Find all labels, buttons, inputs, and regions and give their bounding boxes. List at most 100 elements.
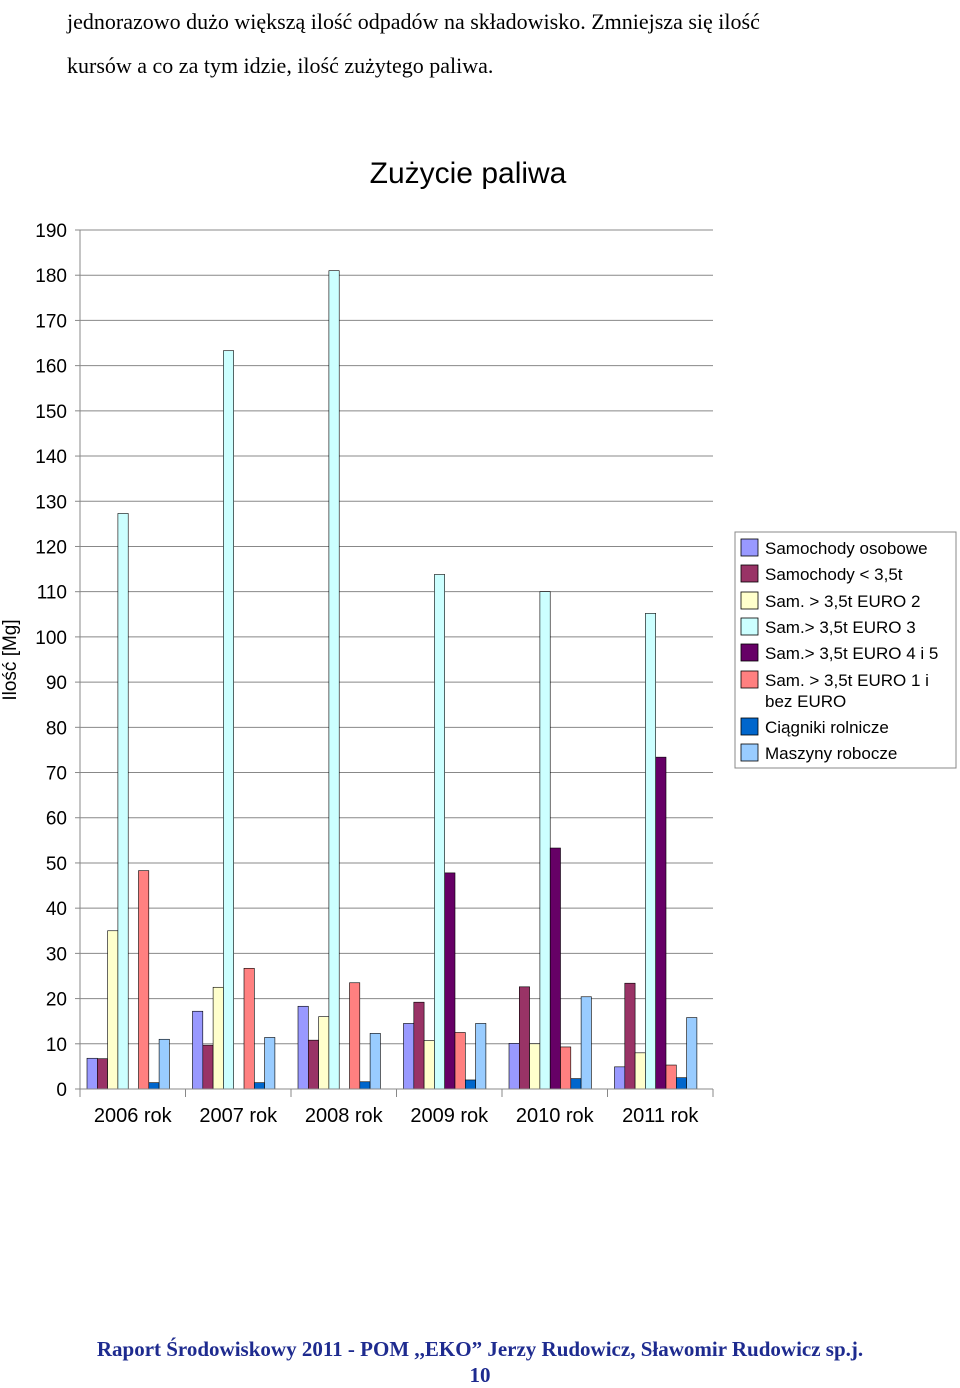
legend-swatch <box>740 564 759 583</box>
bar <box>192 1010 204 1090</box>
bar <box>97 1058 108 1090</box>
legend-swatch <box>740 717 759 736</box>
chart-title: Zużycie paliwa <box>370 157 567 190</box>
legend-swatch <box>740 643 759 662</box>
legend-label-continued: bez EURO <box>765 692 846 711</box>
bar <box>580 996 592 1090</box>
y-tick-label: 20 <box>46 990 67 1011</box>
bar <box>297 1005 309 1090</box>
y-tick-label: 150 <box>35 402 67 423</box>
y-tick-label: 0 <box>56 1080 67 1101</box>
y-tick-label: 40 <box>46 899 67 920</box>
legend-label: Maszyny robocze <box>765 744 897 763</box>
bar <box>634 1052 646 1090</box>
bar <box>413 1001 425 1090</box>
bar <box>539 591 551 1090</box>
y-tick-label: 90 <box>46 673 67 694</box>
legend-swatch <box>740 617 759 636</box>
legend-box <box>734 531 957 769</box>
bar <box>614 1066 626 1090</box>
legend-label: Sam.> 3,5t EURO 3 <box>765 618 916 637</box>
bar <box>369 1033 381 1090</box>
legend-label: Sam. > 3,5t EURO 2 <box>765 592 920 611</box>
bar <box>675 1077 687 1090</box>
bar <box>454 1032 466 1090</box>
y-tick-label: 160 <box>35 357 67 378</box>
footer-text: Raport Środowiskowy 2011 - POM ,,EKO” Je… <box>96 1337 864 1361</box>
bar <box>264 1037 276 1090</box>
bar <box>318 1016 330 1090</box>
bar <box>148 1082 160 1090</box>
intro-line-1: jednorazowo dużo większą ilość odpadów n… <box>67 9 760 34</box>
page-number: 10 <box>469 1363 491 1387</box>
y-tick-label: 110 <box>37 583 67 604</box>
bar <box>223 350 234 1090</box>
bar <box>212 986 224 1090</box>
y-tick-label: 60 <box>46 809 67 830</box>
bar <box>434 574 445 1090</box>
y-tick-label: 140 <box>35 447 67 468</box>
y-tick-label: 170 <box>35 311 67 332</box>
bar <box>423 1040 435 1090</box>
x-tick-label: 2010 rok <box>516 1105 595 1127</box>
bar <box>307 1039 319 1090</box>
bar <box>624 982 636 1090</box>
bar <box>158 1038 170 1090</box>
bar <box>243 967 255 1090</box>
bar <box>107 930 119 1090</box>
y-tick-label: 180 <box>35 266 67 287</box>
x-tick-label: 2011 rok <box>622 1105 699 1127</box>
y-tick-label: 80 <box>46 718 67 739</box>
bar <box>349 982 361 1090</box>
legend-swatch <box>740 591 759 610</box>
bar <box>444 872 456 1090</box>
bar <box>570 1078 582 1090</box>
chart-axes <box>75 229 714 1097</box>
y-axis-label: Ilość [Mg] <box>0 619 21 700</box>
chart-legend: Samochody osobowe Samochody < 3,5t Sam. > … <box>734 531 957 769</box>
x-tick-label: 2006 rok <box>94 1105 173 1127</box>
intro-text: jednorazowo dużo większą ilość odpadów n… <box>67 0 947 88</box>
x-tick-label: 2008 rok <box>305 1105 384 1127</box>
page-footer: Raport Środowiskowy 2011 - POM ,,EKO” Je… <box>0 1336 960 1388</box>
bar <box>665 1064 677 1090</box>
legend-label: Sam.> 3,5t EURO 4 i 5 <box>765 644 938 663</box>
legend-swatch <box>740 670 759 689</box>
y-tick-label: 70 <box>46 764 67 785</box>
legend-label: Ciągniki rolnicze <box>765 718 889 737</box>
bar <box>560 1046 572 1090</box>
y-tick-label: 190 <box>35 221 67 242</box>
legend-label: Samochody < 3,5t <box>765 565 903 584</box>
legend-swatch <box>740 743 759 762</box>
bar <box>645 613 657 1090</box>
bar <box>359 1081 371 1090</box>
bar <box>464 1079 476 1090</box>
bar <box>549 847 561 1090</box>
intro-line-2: kursów a co za tym idzie, ilość zużytego… <box>67 53 494 78</box>
bar <box>655 756 667 1090</box>
chart-gridlines <box>80 229 713 1045</box>
chart-labels: 0 10 20 30 40 50 60 70 80 90 100 110 120 130 140 150 160… <box>0 157 699 1127</box>
y-tick-label: 10 <box>46 1035 67 1056</box>
bar <box>508 1043 520 1090</box>
bar <box>117 513 129 1090</box>
y-tick-label: 50 <box>46 854 67 875</box>
bar <box>529 1043 541 1090</box>
bar <box>138 870 150 1090</box>
y-tick-label: 120 <box>35 537 67 558</box>
x-tick-label: 2009 rok <box>410 1105 489 1127</box>
y-tick-label: 100 <box>35 628 67 649</box>
bar <box>686 1017 698 1090</box>
legend-label: Sam. > 3,5t EURO 1 i <box>765 671 929 690</box>
bar <box>254 1082 265 1090</box>
fuel-usage-chart: 0 10 20 30 40 50 60 70 80 90 100 110 120 130 140 150 160… <box>0 157 957 1127</box>
legend-swatch <box>740 538 759 557</box>
bar <box>202 1044 214 1090</box>
bar <box>518 986 530 1090</box>
bar <box>86 1057 98 1090</box>
bar <box>475 1023 487 1090</box>
y-tick-label: 130 <box>35 492 67 513</box>
chart-bars <box>86 270 698 1090</box>
bar <box>403 1023 415 1090</box>
bar <box>328 270 340 1090</box>
